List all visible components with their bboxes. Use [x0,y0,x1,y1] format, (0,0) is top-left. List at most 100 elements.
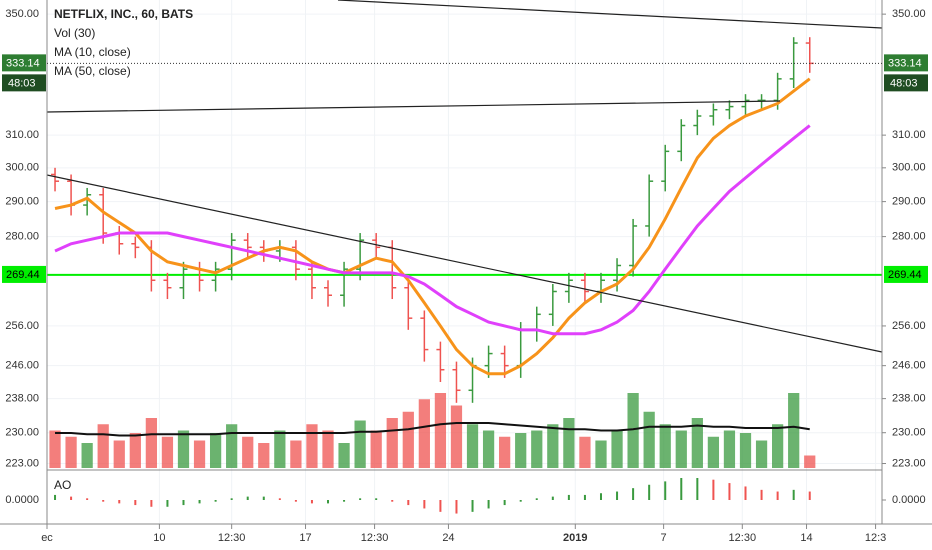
volume-bar [354,420,366,468]
ao-bar [278,498,281,500]
countdown-label: 48:03 [8,77,36,89]
volume-bar [579,436,591,468]
ao-bar [728,483,731,500]
ao-bar [375,498,378,500]
volume-bar [772,424,784,468]
volume-bar [193,440,206,468]
ao-bar [407,500,410,506]
volume-bar [129,433,141,468]
volume-bar [65,436,77,468]
y-tick-label: 246.00 [5,360,39,372]
volume-bar [547,424,559,468]
x-tick-label: 24 [442,532,454,544]
volume-bar [209,433,222,468]
volume-bar [242,436,254,468]
volume-bar [322,430,334,468]
price-line-label: 269.44 [6,269,40,281]
volume-bar [338,443,350,468]
volume-bar [177,430,190,468]
volume-bar [675,430,687,468]
ao-bar [567,494,570,500]
volume-bar [466,424,479,468]
overlay: 333.14 48:03 269.44 333.14 48:03 269.44 [2,54,928,283]
ao-bar [455,500,458,514]
legend-volume: Vol (30) [54,26,95,40]
volume-bar [643,411,655,468]
last-price-label: 333.14 [6,57,40,69]
last-price-label: 333.14 [888,57,922,69]
volume-bar [659,424,671,468]
ao-bar [664,481,667,500]
y-tick-label: 300.00 [5,162,39,174]
ao-bar [503,500,506,506]
volume-bar [499,436,511,468]
volume-bar [49,430,61,468]
y-tick-label: 280.00 [892,231,926,243]
y-tick-label: 350.00 [892,8,926,20]
trend-line [337,0,883,29]
ao-bar [166,500,169,507]
volume-bar [515,433,527,468]
y-tick-label: 230.00 [892,427,926,439]
volume-bar [226,424,238,468]
x-tick-label: 2019 [563,532,587,544]
y-tick-label: 310.00 [892,129,926,141]
volume-bar [707,436,720,468]
ao-bar [391,500,394,502]
ao-bar [102,500,105,502]
legend-ma50: MA (50, close) [54,64,131,78]
x-tick-label: 7 [661,532,667,544]
volume-bar [482,430,495,468]
ao-tick-label: 0.0000 [5,494,39,506]
volume-bar [386,418,398,468]
ao-bar [535,498,538,500]
ao-bar [134,500,137,506]
ao-bar [343,500,346,502]
ao-bar [583,494,586,500]
volume-bar [627,393,639,468]
chart-title: NETFLIX, INC., 60, BATS [54,7,193,21]
ao-bar [150,500,153,507]
ao-bar [632,488,635,500]
ao-bar [327,500,330,504]
countdown-box [884,74,928,92]
ao-bar [760,489,763,500]
y-tick-label: 350.00 [5,8,39,20]
trend-line [46,100,781,113]
y-tick-label: 256.00 [5,320,39,332]
volume-bar [723,430,736,468]
trend-line [46,174,883,353]
ao-bar [86,498,89,500]
y-tick-label: 230.00 [5,427,39,439]
volume-bar [113,440,125,468]
ao-bar [262,496,265,500]
volume-bar [97,424,109,468]
y-tick-label: 238.00 [892,393,926,405]
y-tick-label: 256.00 [892,320,926,332]
ao-bar [198,500,201,504]
ao-bar [712,479,715,500]
volume-bar [691,418,703,468]
volume-bar [402,411,414,468]
price-line-box [884,265,928,283]
ao-bar [439,500,442,512]
volume-bar [258,443,270,468]
ao-bar [776,491,779,500]
volume-pane [49,393,816,468]
y-tick-label: 223.00 [892,457,926,469]
ao-bar [551,496,554,500]
ao-bar [616,491,619,500]
price-line-label: 269.44 [888,269,922,281]
ao-bar [471,500,474,512]
volume-ma-line [55,422,810,437]
ao-bar [648,484,651,500]
ao-bar [423,500,426,509]
ao-pane: 0.0000 0.0000 [5,478,926,514]
x-tick-label: 12:30 [218,532,246,544]
ao-title: AO [54,478,71,492]
ao-bar [70,496,73,500]
price-line-box [2,265,46,283]
volume-bar [611,430,623,468]
y-tick-label: 280.00 [5,231,39,243]
ao-bar [246,496,249,500]
